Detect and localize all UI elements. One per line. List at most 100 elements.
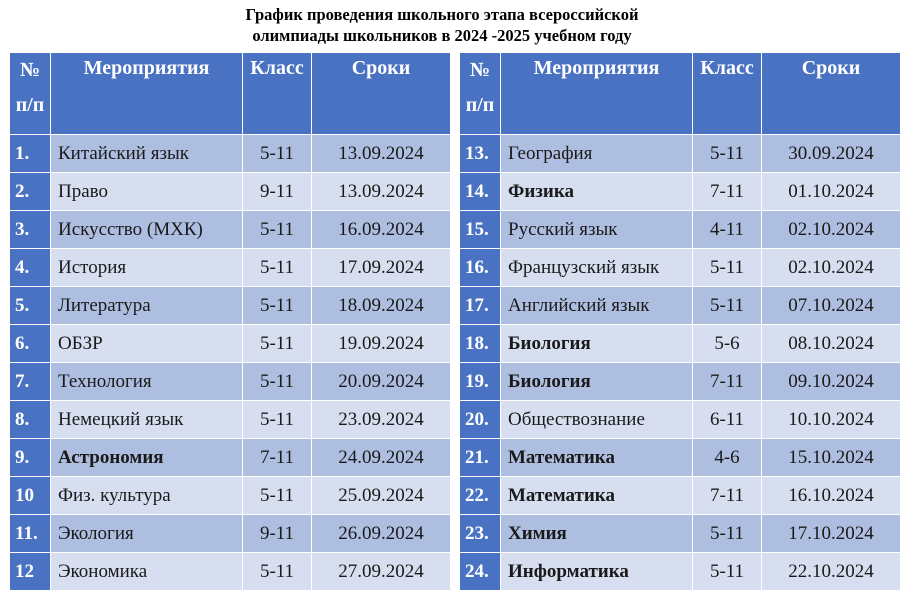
table-row: 23. Химия 5-11 17.10.2024 [459, 514, 901, 553]
event-date: 25.09.2024 [311, 476, 451, 515]
event-date: 09.10.2024 [761, 362, 901, 401]
header-class: Класс [242, 52, 312, 135]
table-header-row: № п/п Мероприятия Класс Сроки [459, 52, 901, 135]
event-date: 02.10.2024 [761, 248, 901, 287]
event-date: 08.10.2024 [761, 324, 901, 363]
event-date: 10.10.2024 [761, 400, 901, 439]
row-number: 6. [9, 324, 51, 363]
event-date: 27.09.2024 [311, 552, 451, 591]
event-name: Русский язык [500, 210, 693, 249]
class-range: 5-11 [692, 552, 762, 591]
table-row: 19. Биология 7-11 09.10.2024 [459, 362, 901, 401]
header-number: № п/п [459, 52, 501, 135]
row-number: 1. [9, 134, 51, 173]
row-number: 19. [459, 362, 501, 401]
class-range: 7-11 [242, 438, 312, 477]
row-number: 17. [459, 286, 501, 325]
event-date: 30.09.2024 [761, 134, 901, 173]
event-date: 01.10.2024 [761, 172, 901, 211]
event-date: 23.09.2024 [311, 400, 451, 439]
event-date: 20.09.2024 [311, 362, 451, 401]
row-number: 21. [459, 438, 501, 477]
class-range: 4-11 [692, 210, 762, 249]
table-row: 10 Физ. культура 5-11 25.09.2024 [9, 476, 451, 515]
row-number: 11. [9, 514, 51, 553]
class-range: 5-11 [242, 210, 312, 249]
event-name: Экология [50, 514, 243, 553]
class-range: 7-11 [692, 172, 762, 211]
event-date: 22.10.2024 [761, 552, 901, 591]
table-header-row: № п/п Мероприятия Класс Сроки [9, 52, 451, 135]
table-row: 6. ОБЗР 5-11 19.09.2024 [9, 324, 451, 363]
event-name: Химия [500, 514, 693, 553]
row-number: 15. [459, 210, 501, 249]
event-date: 17.10.2024 [761, 514, 901, 553]
event-date: 07.10.2024 [761, 286, 901, 325]
row-number: 18. [459, 324, 501, 363]
row-number: 5. [9, 286, 51, 325]
event-name: История [50, 248, 243, 287]
event-name: Математика [500, 438, 693, 477]
class-range: 5-11 [242, 476, 312, 515]
class-range: 9-11 [242, 172, 312, 211]
event-date: 13.09.2024 [311, 172, 451, 211]
event-name: Физика [500, 172, 693, 211]
table-row: 18. Биология 5-6 08.10.2024 [459, 324, 901, 363]
event-name: Обществознание [500, 400, 693, 439]
class-range: 5-11 [242, 248, 312, 287]
event-date: 02.10.2024 [761, 210, 901, 249]
table-row: 13. География 5-11 30.09.2024 [459, 134, 901, 173]
class-range: 7-11 [692, 362, 762, 401]
event-name: Право [50, 172, 243, 211]
title-line-1: График проведения школьного этапа всерос… [245, 5, 639, 24]
event-date: 26.09.2024 [311, 514, 451, 553]
header-events: Мероприятия [500, 52, 693, 135]
table-row: 8. Немецкий язык 5-11 23.09.2024 [9, 400, 451, 439]
row-number: 22. [459, 476, 501, 515]
event-date: 17.09.2024 [311, 248, 451, 287]
header-number-line1: № [19, 59, 41, 81]
event-name: Биология [500, 362, 693, 401]
class-range: 5-11 [242, 362, 312, 401]
table-row: 5. Литература 5-11 18.09.2024 [9, 286, 451, 325]
table-row: 9. Астрономия 7-11 24.09.2024 [9, 438, 451, 477]
class-range: 5-11 [242, 552, 312, 591]
header-events: Мероприятия [50, 52, 243, 135]
event-name: Физ. культура [50, 476, 243, 515]
class-range: 9-11 [242, 514, 312, 553]
row-number: 10 [9, 476, 51, 515]
table-row: 11. Экология 9-11 26.09.2024 [9, 514, 451, 553]
table-row: 16. Французский язык 5-11 02.10.2024 [459, 248, 901, 287]
title-line-2: олимпиады школьников в 2024 -2025 учебно… [252, 26, 632, 45]
event-date: 16.09.2024 [311, 210, 451, 249]
event-name: Информатика [500, 552, 693, 591]
table-row: 1. Китайский язык 5-11 13.09.2024 [9, 134, 451, 173]
row-number: 12 [9, 552, 51, 591]
event-name: Китайский язык [50, 134, 243, 173]
header-class: Класс [692, 52, 762, 135]
class-range: 5-11 [242, 400, 312, 439]
event-name: Литература [50, 286, 243, 325]
event-name: Биология [500, 324, 693, 363]
event-name: Французский язык [500, 248, 693, 287]
class-range: 5-11 [242, 286, 312, 325]
event-name: Искусство (МХК) [50, 210, 243, 249]
row-number: 20. [459, 400, 501, 439]
event-date: 18.09.2024 [311, 286, 451, 325]
row-number: 2. [9, 172, 51, 211]
row-number: 8. [9, 400, 51, 439]
schedule-table-left: № п/п Мероприятия Класс Сроки 1. Китайский… [9, 52, 451, 591]
table-row: 15. Русский язык 4-11 02.10.2024 [459, 210, 901, 249]
class-range: 5-6 [692, 324, 762, 363]
class-range: 5-11 [692, 248, 762, 287]
table-row: 22. Математика 7-11 16.10.2024 [459, 476, 901, 515]
table-row: 7. Технология 5-11 20.09.2024 [9, 362, 451, 401]
class-range: 5-11 [242, 134, 312, 173]
table-row: 14. Физика 7-11 01.10.2024 [459, 172, 901, 211]
event-name: География [500, 134, 693, 173]
class-range: 4-6 [692, 438, 762, 477]
row-number: 13. [459, 134, 501, 173]
row-number: 24. [459, 552, 501, 591]
table-row: 4. История 5-11 17.09.2024 [9, 248, 451, 287]
header-dates: Сроки [311, 52, 451, 135]
